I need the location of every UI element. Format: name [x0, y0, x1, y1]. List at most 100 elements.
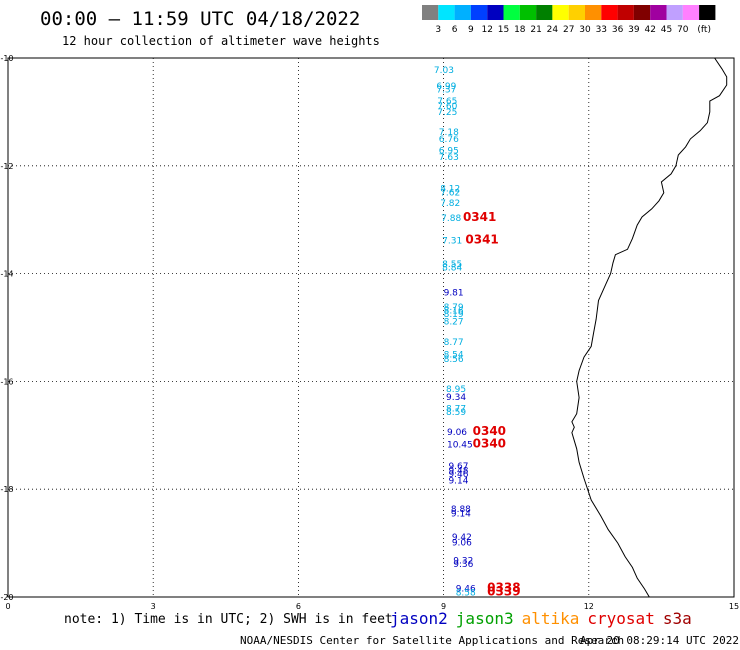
wave-height-label: 9.06: [447, 428, 467, 438]
wave-height-label: 7.03: [434, 66, 454, 76]
y-tick-label: -12: [0, 162, 13, 171]
x-tick-label: 15: [729, 602, 739, 611]
x-tick-label: 6: [296, 602, 301, 611]
legend-tick-label: 15: [498, 25, 509, 35]
pass-time-label: 0340: [473, 424, 506, 438]
wave-height-label: 9.67: [448, 462, 468, 472]
legend-swatch: [503, 5, 520, 20]
legend-swatch: [666, 5, 683, 20]
legend-swatch: [487, 5, 504, 20]
legend-tick-label: 24: [547, 25, 559, 35]
x-tick-label: 9: [441, 602, 446, 611]
wave-height-label: 7.25: [437, 108, 457, 118]
legend-tick-label: 27: [563, 25, 574, 35]
wave-height-label: 9.42: [452, 533, 472, 543]
x-tick-label: 3: [151, 602, 156, 611]
wave-height-label: 6.99: [436, 82, 456, 92]
wave-height-label: 8.27: [444, 317, 464, 327]
wave-height-label: 9.14: [451, 509, 471, 519]
legend-tick-label: 21: [530, 25, 541, 35]
wave-height-label: 8.58: [456, 589, 476, 599]
pass-time-label: 0338: [487, 580, 520, 594]
legend-swatch: [536, 5, 553, 20]
pass-time-label: 0341: [463, 210, 496, 224]
color-legend: 3 6 9 12 15 18 21 24 27 30 33 36 39 42 45 70 (ft): [422, 5, 716, 35]
legend-swatch: [454, 5, 471, 20]
legend-swatch: [682, 5, 700, 20]
legend-tick-label: 42: [644, 25, 655, 35]
legend-tick-label: 70: [677, 25, 689, 35]
pass-time-label: 0341: [465, 233, 498, 247]
wave-height-map: 0 3 6 9 12 15-10-12-14-16-18-207.036.997.377.…: [0, 54, 739, 611]
legend-tick-label: 18: [514, 25, 526, 35]
legend-swatch: [601, 5, 618, 20]
wave-height-label: 8.95: [446, 385, 466, 395]
map-title: 00:00 – 11:59 UTC 04/18/2022: [40, 8, 361, 30]
legend-tick-label: 6: [452, 25, 458, 35]
wave-height-label: 7.60: [437, 102, 457, 112]
y-tick-label: -10: [0, 54, 13, 63]
wave-height-label: 8.55: [442, 260, 462, 270]
wave-height-label: 7.18: [439, 128, 459, 138]
satellite-altika: altika: [521, 609, 580, 628]
wave-height-label: 9.06: [452, 538, 472, 548]
legend-swatch: [585, 5, 602, 20]
wave-height-label: 9.81: [444, 288, 464, 298]
legend-swatch: [633, 5, 651, 20]
wave-height-label: 8.12: [440, 184, 460, 194]
legend-tick-label: 39: [628, 25, 640, 35]
satellite-jason3: jason3: [455, 609, 514, 628]
wave-height-label: 9.46: [456, 584, 476, 594]
generated-timestamp: Apr 20 08:29:14 UTC 2022: [580, 634, 739, 647]
map-frame: [7, 57, 735, 598]
y-tick-label: -16: [0, 377, 13, 386]
wave-height-label: 7.65: [437, 97, 457, 107]
legend-swatch: [422, 5, 439, 20]
wave-height-label: 9.36: [453, 560, 473, 570]
x-tick-label: 0: [5, 602, 10, 611]
coastline: [571, 57, 728, 598]
wave-height-label: 8.16: [444, 307, 464, 317]
legend-swatch: [470, 5, 488, 20]
legend-tick-label: 33: [596, 25, 607, 35]
legend-tick-label: 3: [435, 25, 441, 35]
wave-height-label: 8.88: [451, 505, 471, 515]
legend-tick-label: 9: [468, 25, 474, 35]
wave-height-label: 8.79: [444, 303, 464, 313]
map-subtitle: 12 hour collection of altimeter wave hei…: [62, 34, 380, 48]
wave-height-label: 7.82: [440, 199, 460, 209]
wave-height-label: 7.88: [441, 214, 461, 224]
satellite-legend: jason2 jason3 altika cryosat s3a: [390, 609, 700, 628]
legend-swatch: [552, 5, 569, 20]
wave-height-label: 6.76: [439, 135, 459, 145]
wave-height-label: 9.48: [448, 466, 468, 476]
legend-unit: (ft): [697, 25, 711, 35]
legend-tick-label: 12: [481, 25, 492, 35]
pass-time-label: 0340: [473, 436, 506, 450]
legend-swatch: [699, 5, 716, 20]
satellite-cryosat: cryosat: [587, 609, 655, 628]
legend-tick-label: 30: [579, 25, 591, 35]
wave-height-label: 10.45: [447, 440, 473, 450]
wave-height-label: 9.32: [453, 556, 473, 566]
x-tick-label: 12: [584, 602, 594, 611]
wave-height-label: 9.14: [448, 476, 468, 486]
legend-tick-label: 45: [661, 25, 672, 35]
wave-height-label: 6.95: [439, 147, 459, 157]
footnote: note: 1) Time is in UTC; 2) SWH is in fe…: [64, 612, 393, 627]
credit-line: NOAA/NESDIS Center for Satellite Applica…: [240, 634, 625, 647]
legend-swatch: [438, 5, 455, 20]
y-tick-label: -20: [0, 593, 13, 602]
legend-tick-label: 36: [612, 25, 624, 35]
legend-swatch: [650, 5, 667, 20]
wave-height-label: 8.77: [444, 338, 464, 348]
wave-height-label: 8.59: [446, 408, 466, 418]
wave-height-label: 9.46: [448, 470, 468, 480]
wave-height-label: 8.54: [444, 350, 464, 360]
satellite-s3a: s3a: [662, 609, 692, 628]
y-tick-label: -18: [0, 485, 13, 494]
satellite-jason2: jason2: [390, 609, 448, 628]
wave-height-label: 8.19: [444, 310, 464, 320]
legend-swatch: [617, 5, 634, 20]
y-tick-label: -14: [0, 270, 13, 279]
